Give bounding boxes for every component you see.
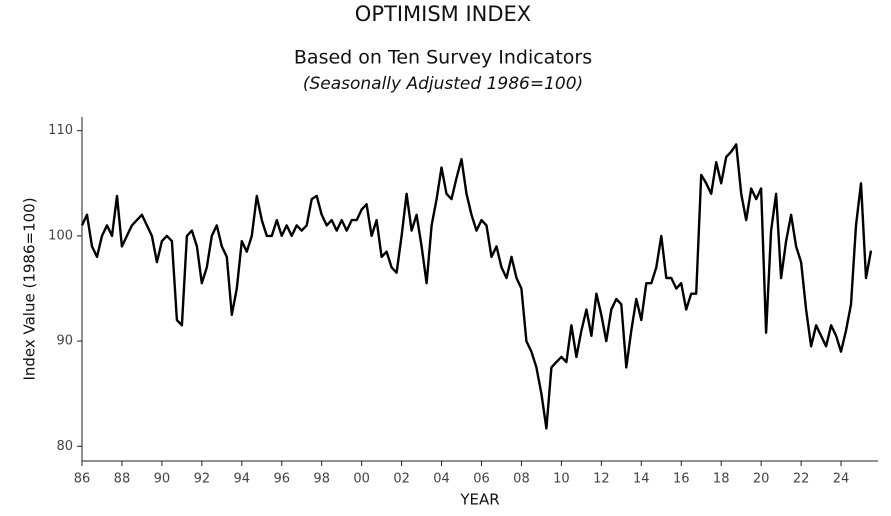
chart-subtitle: Based on Ten Survey Indicators xyxy=(294,47,592,69)
x-tick-label: 08 xyxy=(513,472,530,487)
x-tick-label: 04 xyxy=(433,472,450,487)
x-tick-label: 12 xyxy=(593,472,610,487)
x-tick-label: 14 xyxy=(633,472,650,487)
x-tick-label: 16 xyxy=(673,472,690,487)
y-axis-label: Index Value (1986=100) xyxy=(21,197,39,380)
x-tick-label: 00 xyxy=(353,472,370,487)
x-tick-label: 02 xyxy=(393,472,410,487)
x-tick-label: 06 xyxy=(473,472,490,487)
x-tick-label: 22 xyxy=(793,472,810,487)
x-tick-label: 90 xyxy=(154,472,171,487)
x-tick-label: 96 xyxy=(273,472,290,487)
x-tick-label: 94 xyxy=(234,472,251,487)
y-tick-label: 110 xyxy=(48,123,73,138)
x-tick-label: 10 xyxy=(553,472,570,487)
chart-title: OPTIMISM INDEX xyxy=(355,2,531,26)
x-tick-label: 98 xyxy=(313,472,330,487)
x-tick-label: 88 xyxy=(114,472,131,487)
x-tick-label: 24 xyxy=(833,472,850,487)
x-axis-label: YEAR xyxy=(459,491,499,509)
x-tick-label: 86 xyxy=(74,472,91,487)
x-tick-label: 18 xyxy=(713,472,730,487)
y-tick-label: 80 xyxy=(56,439,73,454)
x-tick-label: 92 xyxy=(194,472,211,487)
y-tick-label: 90 xyxy=(56,334,73,349)
chart-note: (Seasonally Adjusted 1986=100) xyxy=(303,74,583,94)
y-tick-label: 100 xyxy=(48,228,73,243)
series-line xyxy=(80,143,873,430)
x-tick-label: 20 xyxy=(753,472,770,487)
